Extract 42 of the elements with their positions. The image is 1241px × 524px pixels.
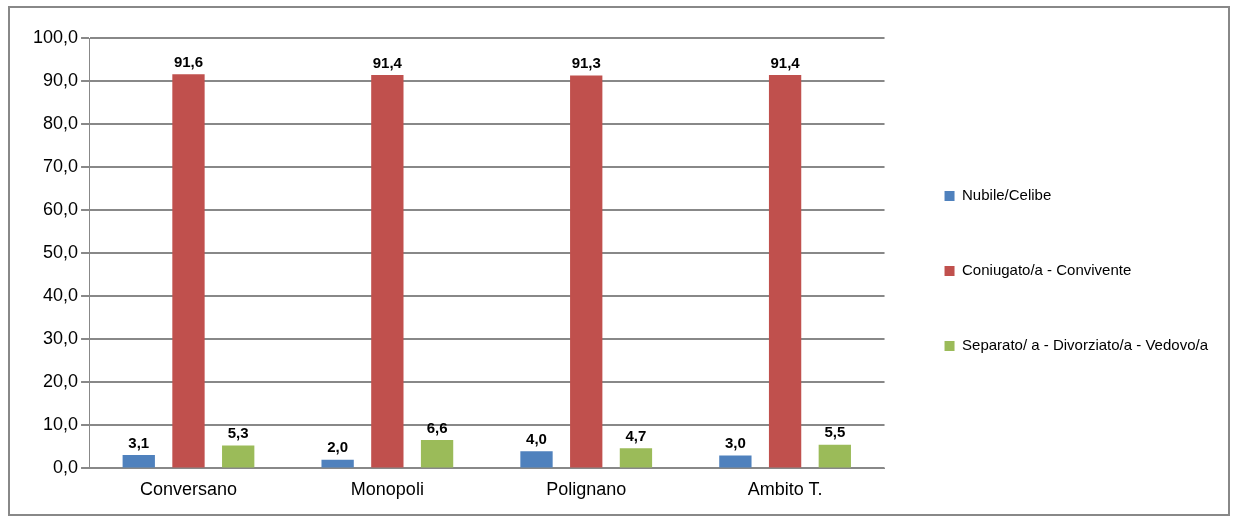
data-label: 6,6 [426,418,448,436]
x-tick-label: Conversano [139,479,238,500]
data-label: 91,6 [173,52,204,70]
y-tick-label: 90,0 [43,70,79,91]
legend-label: Separato/ a - Divorziato/a - Vedovo/a [962,336,1209,354]
y-tick-label: 30,0 [43,328,79,349]
y-tick-label: 70,0 [43,156,79,177]
data-label: 3,1 [128,433,150,451]
data-label: 5,3 [227,424,249,442]
data-label: 91,3 [571,54,601,72]
data-label: 5,5 [824,423,846,441]
data-label: 3,0 [724,434,746,452]
bar [122,455,155,468]
bar [321,459,354,468]
bar [420,439,454,468]
y-tick-label: 60,0 [43,199,79,220]
bar [222,445,255,468]
bar [570,75,603,468]
x-tick-label: Ambito T. [747,479,823,500]
y-tick-label: 80,0 [43,113,79,134]
x-tick-label: Monopoli [350,479,424,500]
bar [619,448,653,468]
legend-label: Coniugato/a - Convivente [962,261,1132,279]
data-label: 91,4 [372,53,403,71]
bar [520,451,553,468]
y-tick-label: 40,0 [43,285,79,306]
y-tick-label: 0,0 [53,457,79,478]
data-label: 2,0 [327,438,349,456]
y-tick-label: 10,0 [43,414,79,435]
y-tick-label: 100,0 [33,26,79,47]
bar [719,455,752,468]
data-label: 91,4 [770,53,801,71]
bar [768,75,802,468]
y-tick-label: 20,0 [43,371,79,392]
y-tick-label: 50,0 [43,242,79,263]
bar [818,444,851,468]
data-label: 4,7 [625,426,647,444]
data-label: 4,0 [526,429,547,447]
x-tick-label: Polignano [546,479,627,500]
legend-label: Nubile/Celibe [962,186,1052,204]
bar [172,74,205,468]
bar [371,75,404,468]
